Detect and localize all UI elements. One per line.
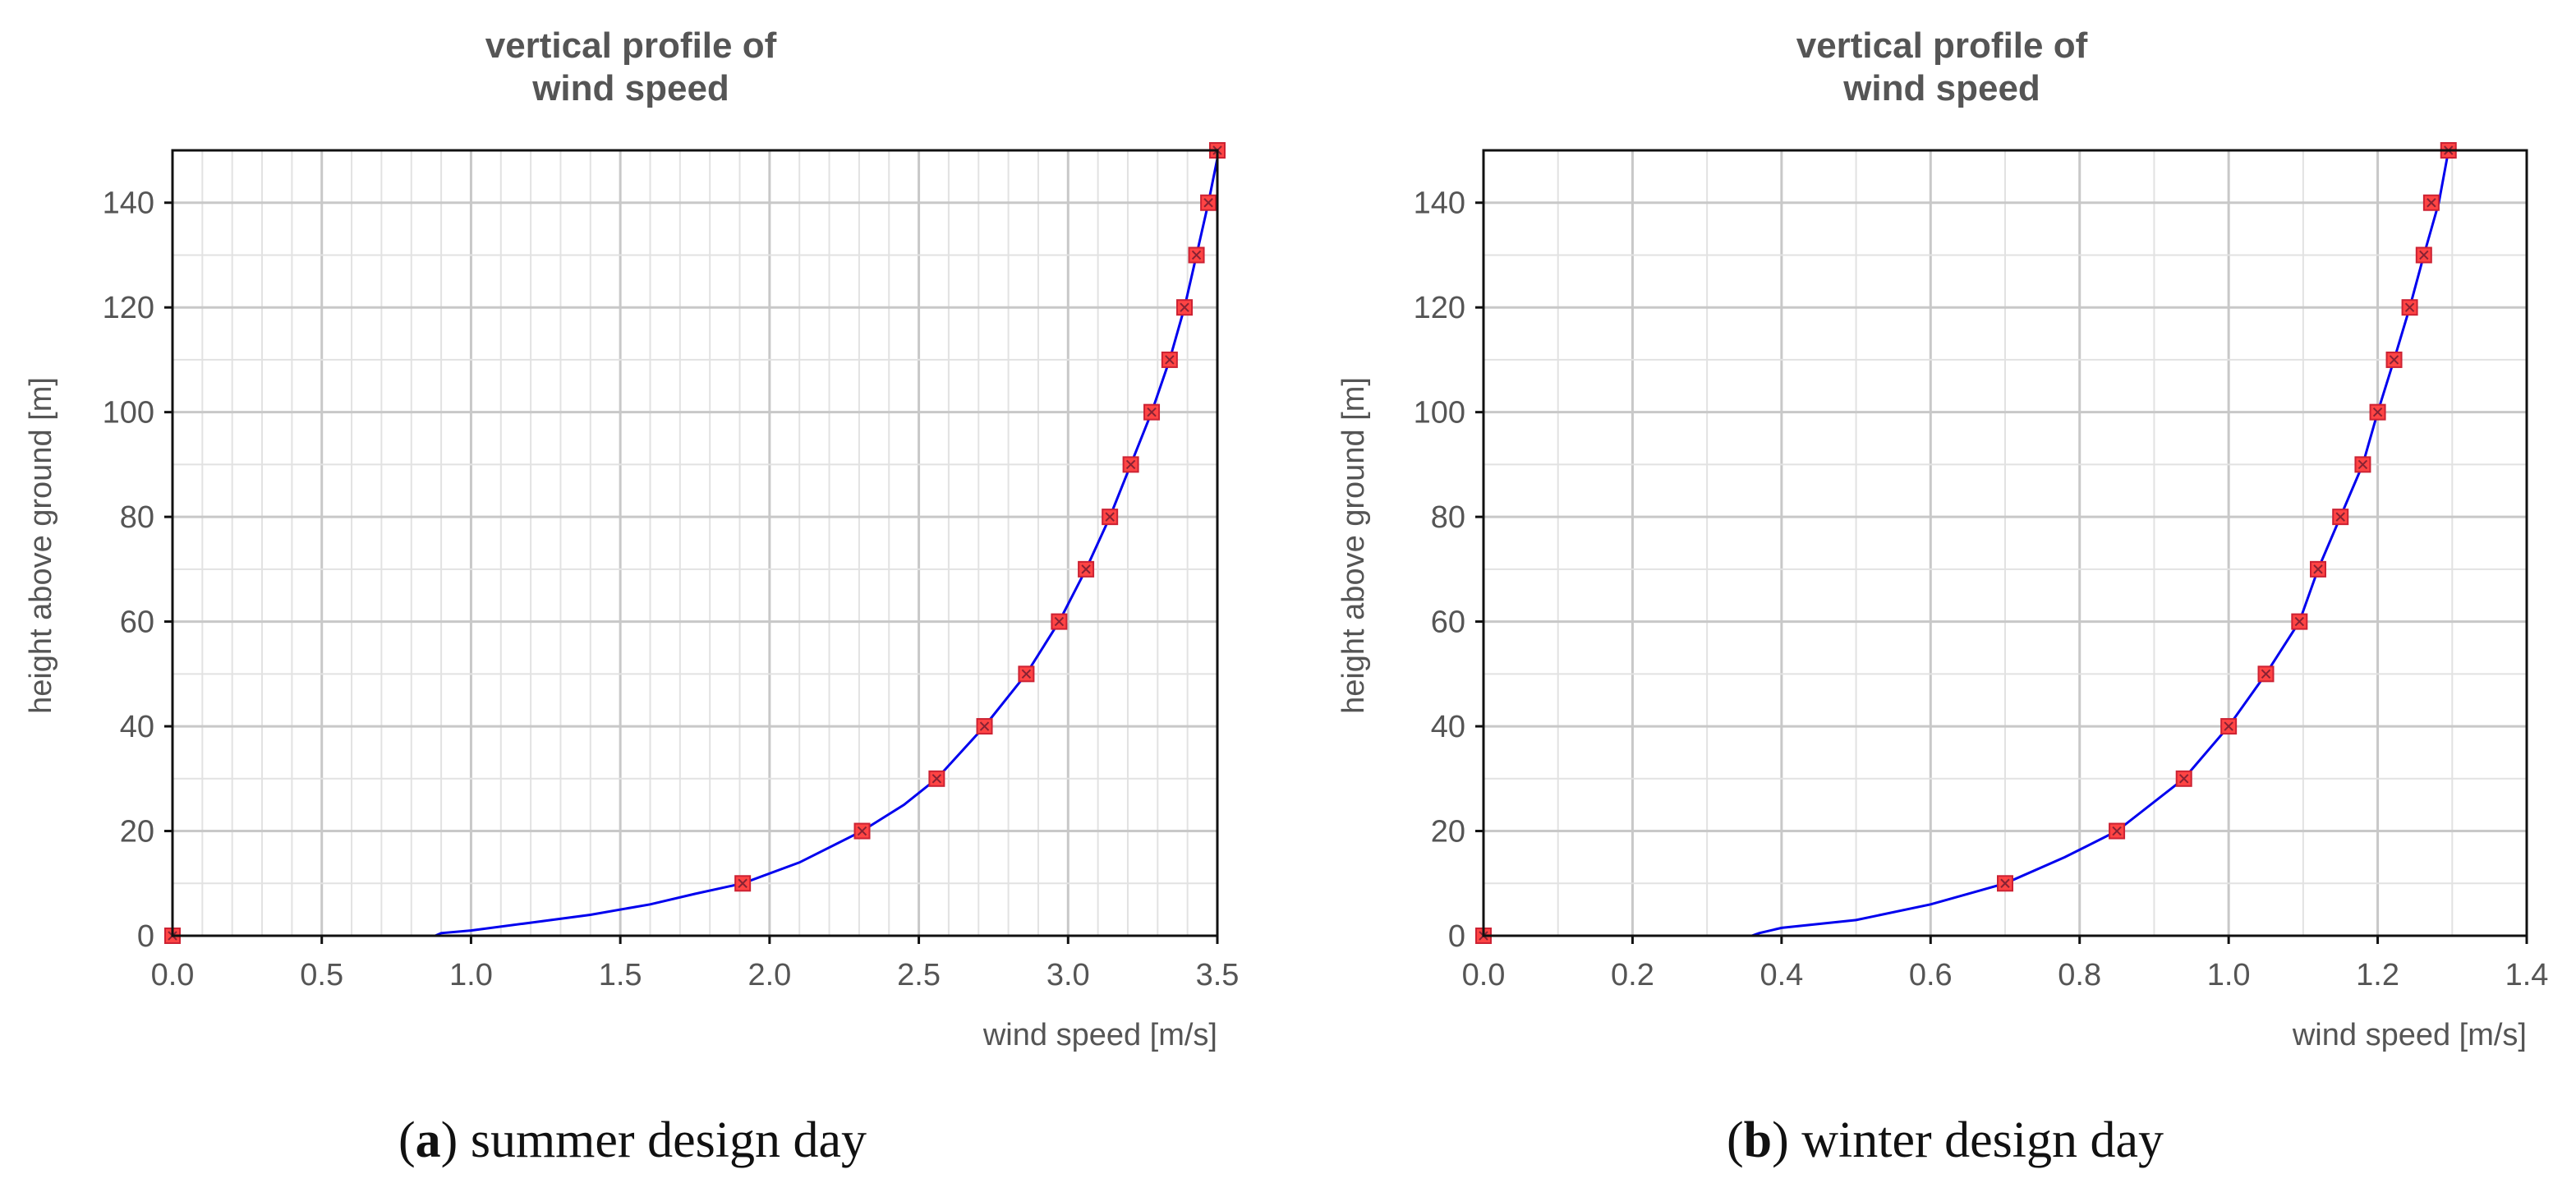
- x-tick-label: 0.0: [151, 958, 195, 992]
- chart-title-line2: wind speed: [531, 68, 729, 108]
- x-axis-label: wind speed [m/s]: [2292, 1018, 2527, 1052]
- y-tick-label: 140: [1414, 186, 1465, 221]
- data-point-marker-cross: [1081, 564, 1091, 574]
- data-point-marker-cross: [1147, 407, 1157, 417]
- y-tick-label: 100: [103, 396, 154, 430]
- data-point-marker-cross: [2389, 355, 2399, 365]
- x-tick-label: 3.5: [1196, 958, 1240, 992]
- y-tick-label: 60: [120, 605, 154, 640]
- x-axis-label: wind speed [m/s]: [982, 1018, 1217, 1052]
- caption-letter: a: [416, 1112, 441, 1168]
- y-tick-label: 20: [120, 815, 154, 849]
- y-tick-label: 100: [1414, 396, 1465, 430]
- data-point-marker-cross: [1021, 669, 1032, 679]
- grid-lines: [172, 150, 1217, 936]
- x-tick-label: 2.0: [748, 958, 791, 992]
- y-tick-label: 80: [120, 500, 154, 535]
- data-point-marker-cross: [2313, 564, 2323, 574]
- y-tick-label: 60: [1431, 605, 1465, 640]
- data-point-marker-cross: [2294, 616, 2305, 627]
- x-tick-label: 1.5: [599, 958, 642, 992]
- data-point-marker-cross: [2372, 407, 2383, 417]
- data-point-marker-cross: [979, 721, 990, 731]
- y-tick-label: 40: [1431, 710, 1465, 744]
- data-point-marker-cross: [2000, 878, 2010, 888]
- data-point-marker-cross: [1105, 512, 1115, 522]
- chart-panel-a: vertical profile of wind speed height ab…: [24, 25, 1239, 1168]
- x-tick-label: 2.5: [897, 958, 941, 992]
- x-tick-labels: 0.0 0.5 1.0 1.5 2.0 2.5 3.0 3.5: [151, 936, 1240, 992]
- y-tick-label: 80: [1431, 500, 1465, 535]
- x-tick-label: 1.4: [2505, 958, 2549, 992]
- caption-b: (b) winter design day: [1727, 1112, 2164, 1168]
- caption-letter: b: [1744, 1112, 1772, 1168]
- x-tick-label: 3.0: [1046, 958, 1090, 992]
- y-tick-label: 120: [103, 291, 154, 325]
- wind-speed-curve: [435, 150, 1221, 937]
- x-tick-labels: 0.0 0.2 0.4 0.6 0.8 1.0 1.2 1.4: [1462, 936, 2549, 992]
- data-point-marker-cross: [2358, 459, 2368, 470]
- chart-title-line1: vertical profile of: [1796, 25, 2088, 66]
- plot-frame: [171, 149, 1219, 937]
- x-tick-label: 1.2: [2356, 958, 2399, 992]
- data-markers: [164, 142, 1226, 944]
- y-tick-label: 140: [103, 186, 154, 221]
- x-tick-label: 0.2: [1611, 958, 1654, 992]
- plot-frame: [1482, 149, 2528, 937]
- y-tick-label: 40: [120, 710, 154, 744]
- y-tick-labels: 0 20 40 60 80 100 120 140: [103, 186, 172, 954]
- y-tick-label: 0: [1448, 919, 1465, 954]
- grid-lines: [1484, 150, 2527, 936]
- caption-text: winter design day: [1801, 1112, 2164, 1168]
- x-tick-label: 0.4: [1760, 958, 1803, 992]
- y-tick-label: 0: [137, 919, 154, 954]
- data-markers: [1475, 142, 2457, 944]
- data-point-marker-cross: [2426, 198, 2436, 208]
- data-point-marker-cross: [2224, 721, 2233, 731]
- data-point-marker-cross: [1054, 616, 1065, 627]
- data-point-marker-cross: [1125, 459, 1136, 470]
- chart-title-line2: wind speed: [1842, 68, 2040, 108]
- data-point-marker-cross: [2261, 669, 2271, 679]
- data-point-marker-cross: [1180, 302, 1189, 312]
- x-tick-label: 0.6: [1909, 958, 1953, 992]
- caption-a: (a) summer design day: [398, 1112, 867, 1168]
- data-point-marker-cross: [1191, 250, 1202, 260]
- y-axis-label: height above ground [m]: [24, 377, 58, 714]
- data-point-marker-cross: [1165, 355, 1175, 365]
- x-tick-label: 0.5: [300, 958, 343, 992]
- data-point-marker-cross: [932, 774, 942, 784]
- y-axis-label: height above ground [m]: [1336, 377, 1371, 714]
- x-tick-label: 1.0: [2207, 958, 2251, 992]
- data-point-marker-cross: [1203, 198, 1213, 208]
- data-point-marker-cross: [738, 878, 748, 888]
- y-tick-labels: 0 20 40 60 80 100 120 140: [1414, 186, 1484, 954]
- data-point-marker-cross: [2112, 826, 2122, 836]
- data-point-marker-cross: [2335, 512, 2345, 522]
- y-tick-label: 120: [1414, 291, 1465, 325]
- x-tick-label: 1.0: [449, 958, 493, 992]
- x-tick-label: 0.0: [1462, 958, 1506, 992]
- data-point-marker-cross: [2179, 774, 2189, 784]
- x-tick-label: 0.8: [2058, 958, 2101, 992]
- data-point-marker-cross: [2419, 250, 2429, 260]
- chart-panel-b: vertical profile of wind speed height ab…: [1336, 25, 2548, 1168]
- chart-title-line1: vertical profile of: [485, 25, 777, 66]
- caption-text: summer design day: [471, 1112, 867, 1168]
- data-point-marker-cross: [2404, 302, 2415, 312]
- data-point-marker-cross: [857, 826, 867, 836]
- y-tick-label: 20: [1431, 815, 1465, 849]
